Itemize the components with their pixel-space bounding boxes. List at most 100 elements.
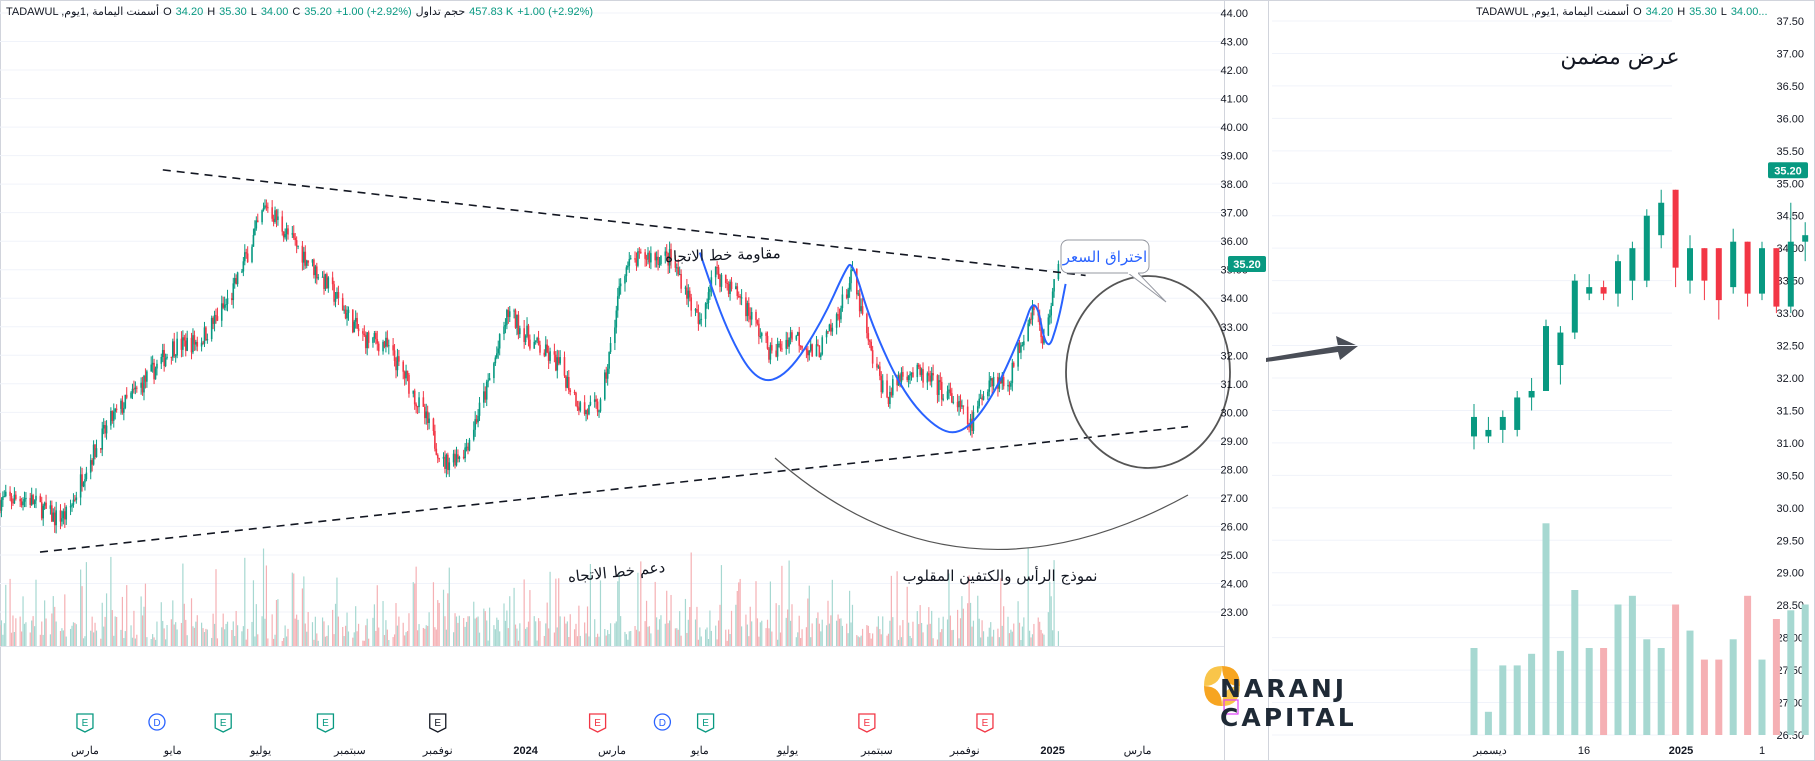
volume-bar [190, 598, 193, 646]
volume-bar [821, 619, 823, 646]
volume-bar [705, 629, 707, 646]
volume-bar [838, 618, 841, 646]
inset-x-tick-label: ديسمبر [1472, 745, 1507, 757]
candle-body [101, 428, 104, 450]
volume-bar [418, 624, 420, 646]
candle-body [226, 298, 229, 305]
volume-bar [130, 625, 132, 646]
candle-body [978, 398, 980, 407]
inset-open-value: 34.20 [1645, 6, 1674, 18]
volume-bar [247, 628, 249, 646]
candle-body [876, 363, 878, 368]
candle-body [22, 501, 24, 506]
inset-y-tick-label: 30.00 [1776, 503, 1804, 515]
close-value: 35.20 [304, 6, 332, 18]
inset-volume-bar [1470, 648, 1478, 735]
candle-body [95, 448, 98, 458]
candle-body [160, 356, 163, 364]
volume-bar [576, 636, 579, 646]
volume-bar [969, 602, 972, 646]
y-tick-label: 42.00 [1220, 65, 1248, 77]
candle-body [282, 231, 285, 238]
candle-body [902, 372, 904, 377]
volume-bar [264, 618, 266, 646]
volume-bar [123, 638, 125, 646]
candle-body [115, 408, 118, 410]
candle-body [835, 314, 838, 328]
candle-body [245, 252, 248, 254]
volume-bar [635, 629, 638, 646]
inset-volume-bar [1513, 665, 1521, 735]
volume-bar [21, 631, 23, 646]
candle-body [714, 267, 717, 278]
candle-body [593, 399, 596, 402]
volume-bar [378, 627, 380, 646]
candle-body [987, 391, 989, 397]
candle-body [225, 304, 227, 306]
volume-bar [781, 565, 783, 646]
candle-body [121, 400, 124, 413]
candle-body [739, 296, 741, 298]
candle-body [1031, 305, 1034, 320]
candle-body [771, 345, 773, 351]
volume-bar [337, 616, 339, 646]
volume-bar [931, 610, 933, 646]
candle-body [929, 375, 932, 382]
candle-body [180, 338, 183, 350]
candle-body [2, 496, 4, 500]
volume-bar [628, 631, 630, 646]
inset-candle-body [1643, 215, 1650, 281]
volume-bar [383, 635, 386, 646]
volume-bar [859, 637, 861, 646]
candle-body [474, 419, 476, 430]
volume-bar [103, 626, 105, 646]
candle-body [553, 351, 556, 355]
volume-bar [404, 635, 406, 646]
volume-bar [851, 604, 854, 646]
logo-petal [1204, 686, 1222, 706]
inset-volume-bar [1484, 711, 1492, 735]
volume-bar [537, 618, 540, 646]
candle-body [53, 512, 56, 526]
inset-candle-body [1701, 248, 1708, 281]
candle-body [212, 317, 214, 324]
candle-body [353, 321, 356, 333]
volume-bar [546, 602, 548, 646]
volume-bar [563, 616, 566, 646]
candle-body [811, 344, 813, 357]
brand-logo [1204, 666, 1240, 715]
volume-bar [61, 628, 63, 646]
volume-bar [152, 634, 154, 646]
volume-bar [110, 556, 112, 646]
candle-body [566, 376, 569, 388]
volume-bar [525, 628, 527, 646]
volume-bar [1011, 631, 1013, 646]
y-tick-label: 31.00 [1220, 379, 1248, 391]
candle-body [737, 295, 740, 297]
candle-body [285, 228, 288, 235]
candle-body [585, 410, 587, 415]
volume-bar [958, 638, 960, 646]
candle-body [655, 256, 658, 261]
candle-body [313, 259, 315, 276]
candle-body [912, 372, 914, 378]
candle-body [435, 448, 438, 455]
volume-bar [545, 623, 547, 646]
candle-body [141, 382, 144, 393]
inset-candle-body [1600, 287, 1607, 294]
volume-bar [54, 606, 56, 646]
candle-body [475, 419, 478, 423]
candle-body [735, 286, 737, 290]
volume-bar [959, 618, 962, 646]
inset-candle-body [1730, 241, 1737, 288]
volume-bar [13, 631, 15, 646]
volume-bar [15, 618, 17, 646]
candle-body [220, 303, 223, 321]
volume-bar [192, 626, 194, 646]
volume-bar [232, 621, 234, 646]
candle-body [690, 297, 692, 311]
x-tick-label: نوفمبر [422, 745, 453, 757]
candle-body [222, 303, 224, 308]
brand-name: NARANJ CAPITAL [1220, 674, 1357, 732]
candle-body [156, 363, 158, 369]
